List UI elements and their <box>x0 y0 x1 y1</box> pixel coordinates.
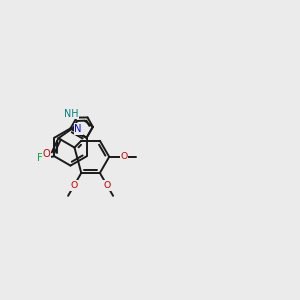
Text: O: O <box>43 149 51 159</box>
Text: O: O <box>120 152 128 161</box>
Text: O: O <box>70 181 78 190</box>
Text: O: O <box>103 181 111 190</box>
Text: NH: NH <box>64 109 79 119</box>
Text: N: N <box>74 124 82 134</box>
Text: F: F <box>37 153 43 163</box>
